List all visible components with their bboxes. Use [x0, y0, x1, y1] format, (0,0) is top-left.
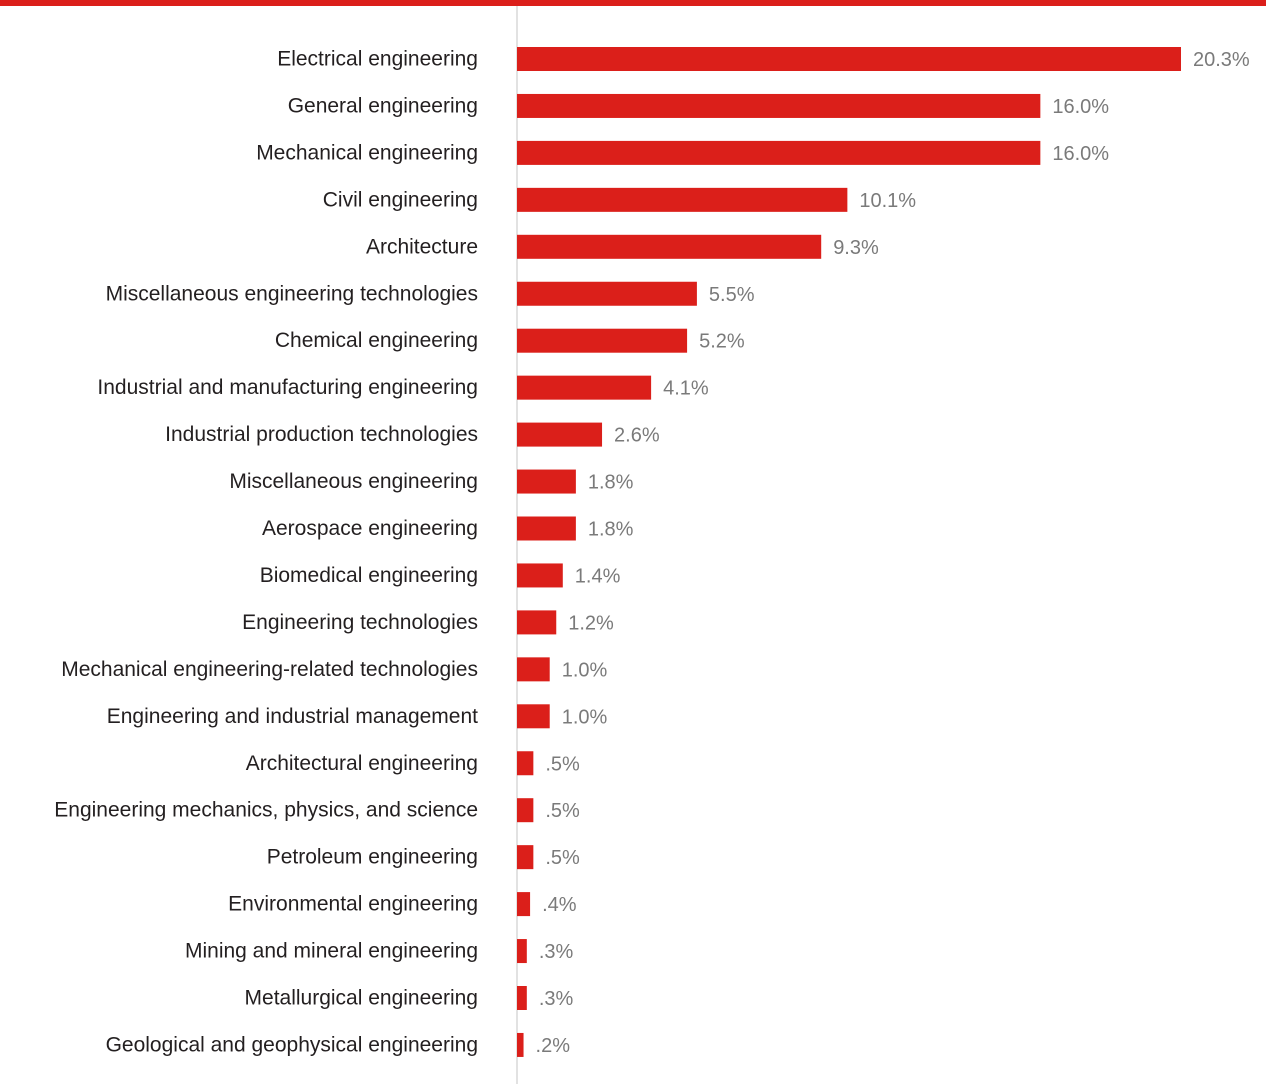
category-label: Mechanical engineering-related technolog… — [61, 658, 478, 681]
bar — [517, 845, 534, 870]
category-label: Environmental engineering — [228, 893, 478, 916]
value-label: 16.0% — [1052, 96, 1109, 118]
category-label: Petroleum engineering — [267, 846, 478, 869]
bar — [517, 986, 527, 1010]
category-label: Mining and mineral engineering — [185, 940, 478, 963]
bar — [517, 798, 534, 823]
value-label: .2% — [536, 1035, 571, 1057]
category-label: Biomedical engineering — [260, 564, 478, 587]
category-label: Industrial production technologies — [165, 423, 478, 446]
category-label: General engineering — [288, 94, 478, 117]
category-label: Miscellaneous engineering technologies — [106, 282, 478, 305]
category-label: Civil engineering — [323, 188, 478, 211]
value-label: .4% — [542, 894, 577, 916]
value-label: 4.1% — [663, 378, 709, 400]
value-label: 1.0% — [562, 659, 608, 681]
bar — [517, 610, 557, 635]
value-label: 5.2% — [699, 331, 745, 353]
category-label: Electrical engineering — [277, 48, 478, 71]
top-accent-rule — [0, 0, 1266, 6]
category-label: Architectural engineering — [246, 752, 478, 775]
category-label: Metallurgical engineering — [245, 987, 478, 1010]
category-label: Aerospace engineering — [262, 517, 478, 540]
bar — [517, 234, 822, 259]
value-labels: 20.3% 16.0% 16.0% 10.1% 9.3% 5.5% 5.2% 4.1% 2.6%… — [536, 49, 1250, 1057]
bar — [517, 892, 531, 917]
value-label: 20.3% — [1193, 49, 1250, 71]
bar — [517, 704, 550, 729]
category-label: Miscellaneous engineering — [229, 470, 478, 493]
bar — [517, 939, 527, 964]
bars — [517, 47, 1181, 1057]
bar — [517, 469, 576, 494]
bar — [517, 281, 697, 306]
category-label: Engineering and industrial management — [107, 705, 478, 728]
bar — [517, 93, 1041, 118]
value-label: 1.0% — [562, 706, 608, 728]
value-label: 1.8% — [588, 472, 634, 494]
category-label: Geological and geophysical engineering — [106, 1033, 478, 1056]
bar — [517, 516, 576, 541]
bar — [517, 328, 688, 353]
value-label: .5% — [545, 847, 580, 869]
value-label: .5% — [545, 753, 580, 775]
category-label: Chemical engineering — [275, 329, 478, 352]
value-label: 2.6% — [614, 425, 660, 447]
bar — [517, 657, 550, 682]
category-label: Industrial and manufacturing engineering — [97, 376, 478, 399]
category-label: Engineering mechanics, physics, and scie… — [54, 799, 478, 822]
bar — [517, 1032, 524, 1057]
value-label: 1.2% — [568, 612, 614, 634]
value-label: 10.1% — [859, 190, 916, 212]
value-label: 1.8% — [588, 519, 634, 541]
value-label: 9.3% — [833, 237, 879, 259]
bar — [517, 751, 534, 776]
bar — [517, 422, 603, 447]
value-label: 16.0% — [1052, 143, 1109, 165]
bar — [517, 187, 848, 212]
bar — [517, 563, 563, 588]
value-label: .3% — [539, 941, 574, 963]
value-label: .5% — [545, 800, 580, 822]
value-label: 1.4% — [575, 565, 621, 587]
category-label: Engineering technologies — [242, 611, 478, 634]
category-label: Architecture — [366, 235, 478, 258]
bar — [517, 375, 652, 400]
value-label: 5.5% — [709, 284, 755, 306]
category-label: Mechanical engineering — [256, 141, 478, 164]
bar — [517, 140, 1041, 165]
category-labels: Electrical engineering General engineerin… — [54, 48, 478, 1057]
value-label: .3% — [539, 988, 574, 1010]
bar — [517, 47, 1181, 71]
